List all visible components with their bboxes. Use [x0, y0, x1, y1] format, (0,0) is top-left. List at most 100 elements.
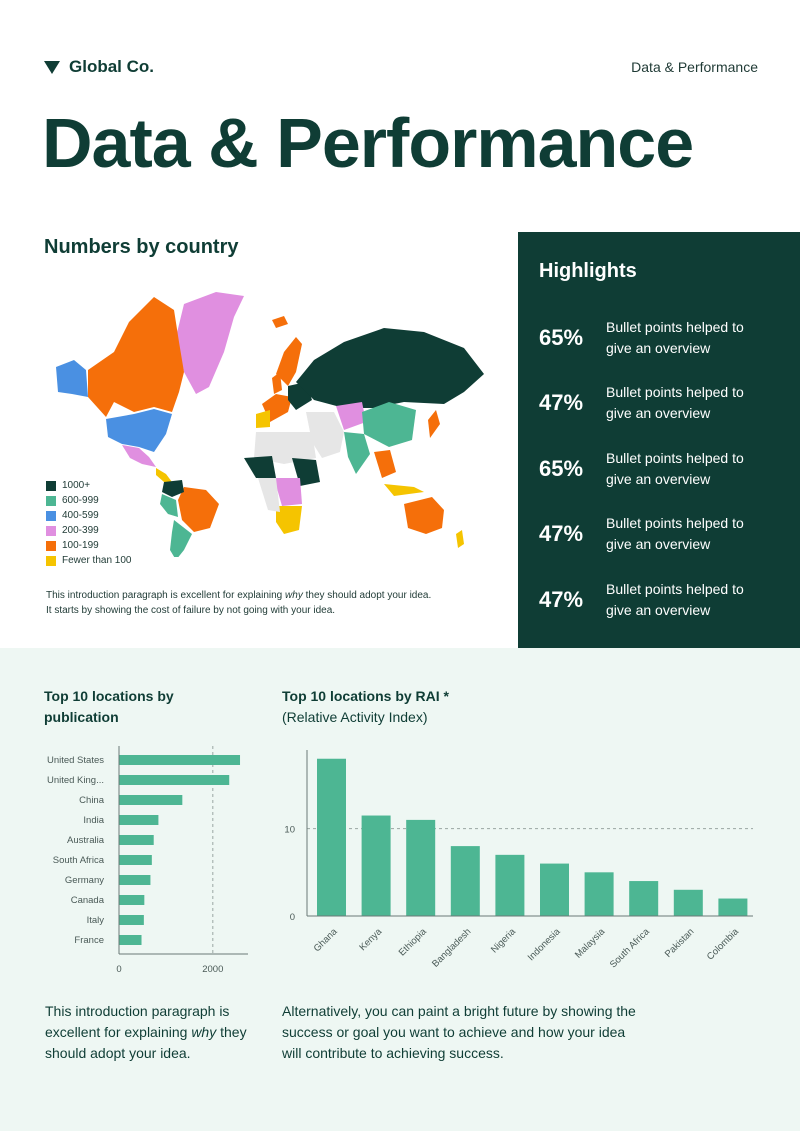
vbar-bar: [718, 898, 748, 916]
legend-swatch: [46, 510, 56, 521]
map-usa: [106, 409, 172, 452]
map-africa-west: [244, 456, 276, 478]
hbar-bar: [119, 895, 145, 905]
legend-swatch: [46, 540, 56, 551]
legend-label: 400-599: [62, 510, 99, 521]
vbar-category-label: Bangladesh: [430, 926, 473, 969]
map-australia: [404, 497, 444, 534]
bottom-section: [0, 648, 800, 1131]
legend-label: 1000+: [62, 480, 91, 491]
vbar-bar: [629, 881, 659, 916]
hbar-category-label: Canada: [71, 895, 105, 906]
rai-bar-chart: Ghana Kenya Ethiopia Bangladesh Nigeria Indon…: [284, 750, 753, 971]
legend-item: 600-999: [46, 493, 132, 508]
para-text: This introduction paragraph is excellent…: [45, 1003, 230, 1040]
vbar-category-label: Pakistan: [663, 926, 697, 960]
map-canada: [88, 297, 184, 417]
map-colombia: [162, 480, 184, 497]
map-iceland: [272, 316, 288, 328]
hbar-bar: [119, 775, 230, 785]
page-title: Data & Performance: [42, 104, 694, 182]
map-india: [344, 432, 370, 474]
highlight-item: 47% Bullet points helped to give an over…: [539, 371, 800, 437]
legend-swatch: [46, 495, 56, 506]
highlight-text: Bullet points helped to give an overview: [606, 449, 744, 487]
vbar-category-label: Colombia: [705, 926, 742, 963]
hbar-category-label: United States: [47, 755, 104, 766]
bottom-left-paragraph: This introduction paragraph is excellent…: [45, 1001, 255, 1064]
publication-chart-title: Top 10 locations by publication: [44, 688, 174, 725]
hbar-category-label: India: [83, 815, 104, 826]
map-africa-central: [274, 478, 302, 506]
vbar-category-label: Indonesia: [526, 926, 563, 963]
highlight-text: Bullet points helped to give an overview: [606, 580, 744, 618]
map-mexico: [122, 445, 156, 467]
hbar-category-label: Italy: [87, 915, 105, 926]
world-map: [56, 292, 484, 557]
map-alaska: [56, 360, 88, 397]
highlight-item: 65% Bullet points helped to give an over…: [539, 305, 800, 371]
bottom-right-paragraph: Alternatively, you can paint a bright fu…: [282, 1003, 636, 1061]
highlight-text: Bullet points helped to give an overview: [606, 384, 744, 422]
hbar-category-label: Australia: [67, 835, 105, 846]
map-greenland: [176, 292, 244, 394]
highlight-value: 47%: [539, 586, 584, 612]
vbar-bar: [450, 846, 480, 916]
map-central-asia: [336, 402, 366, 430]
map-peru: [160, 494, 178, 517]
highlight-item: 47% Bullet points helped to give an over…: [539, 502, 800, 568]
hbar-bar: [119, 815, 159, 825]
brand-name: Global Co.: [69, 57, 154, 76]
hbar-tick-label: 0: [116, 964, 121, 975]
hbar-category-label: France: [74, 935, 104, 946]
legend-label: Fewer than 100: [62, 555, 132, 566]
legend-label: 600-999: [62, 495, 99, 506]
vbar-bar: [361, 815, 391, 916]
hbar-bar: [119, 755, 241, 765]
vbar-bar: [584, 872, 614, 916]
hbar-bar: [119, 795, 183, 805]
map-intro-paragraph: This introduction paragraph is excellent…: [46, 588, 466, 618]
map-china: [362, 402, 416, 447]
map-russia: [296, 328, 484, 408]
vbar-bar: [673, 889, 703, 916]
intro-text: they should adopt your idea.: [302, 590, 432, 601]
brand-logo[interactable]: Global Co.: [44, 57, 154, 77]
map-brazil: [178, 487, 219, 532]
highlight-value: 65%: [539, 324, 584, 350]
vbar-category-label: South Africa: [608, 926, 653, 971]
map-africa-south: [276, 506, 302, 534]
hbar-category-label: China: [79, 795, 105, 806]
rai-chart-subtitle: (Relative Activity Index): [282, 709, 428, 725]
map-new-zealand: [456, 530, 464, 548]
map-argentina: [170, 520, 192, 557]
triangle-logo-icon: [44, 60, 60, 74]
vbar-category-label: Malaysia: [573, 926, 608, 961]
highlight-value: 47%: [539, 521, 584, 547]
map-scandinavia: [276, 337, 302, 386]
hbar-tick-label: 2000: [202, 964, 223, 975]
map-japan: [428, 410, 440, 438]
hbar-category-label: United King...: [47, 775, 104, 786]
highlight-text: Bullet points helped to give an overview: [606, 515, 744, 553]
highlight-item: 65% Bullet points helped to give an over…: [539, 436, 800, 502]
legend-item: 200-399: [46, 523, 132, 538]
map-se-asia: [374, 450, 396, 478]
publication-bar-chart: United States United King... China India Aus…: [47, 746, 248, 975]
legend-label: 200-399: [62, 525, 99, 536]
legend-label: 100-199: [62, 540, 99, 551]
hbar-bar: [119, 875, 151, 885]
legend-item: 400-599: [46, 508, 132, 523]
vbar-bar: [495, 854, 525, 916]
para-emphasis: why: [191, 1024, 217, 1040]
vbar-category-label: Ghana: [312, 926, 340, 954]
vbar-tick-label: 10: [284, 825, 295, 836]
legend-swatch: [46, 480, 56, 491]
section-label: Data & Performance: [631, 59, 758, 75]
highlight-text: Bullet points helped to give an overview: [606, 318, 744, 356]
para-text: they should adopt your idea.: [45, 1024, 247, 1061]
hbar-bar: [119, 935, 142, 945]
vbar-category-label: Nigeria: [489, 926, 519, 956]
map-spain: [256, 410, 270, 428]
legend-swatch: [46, 555, 56, 566]
